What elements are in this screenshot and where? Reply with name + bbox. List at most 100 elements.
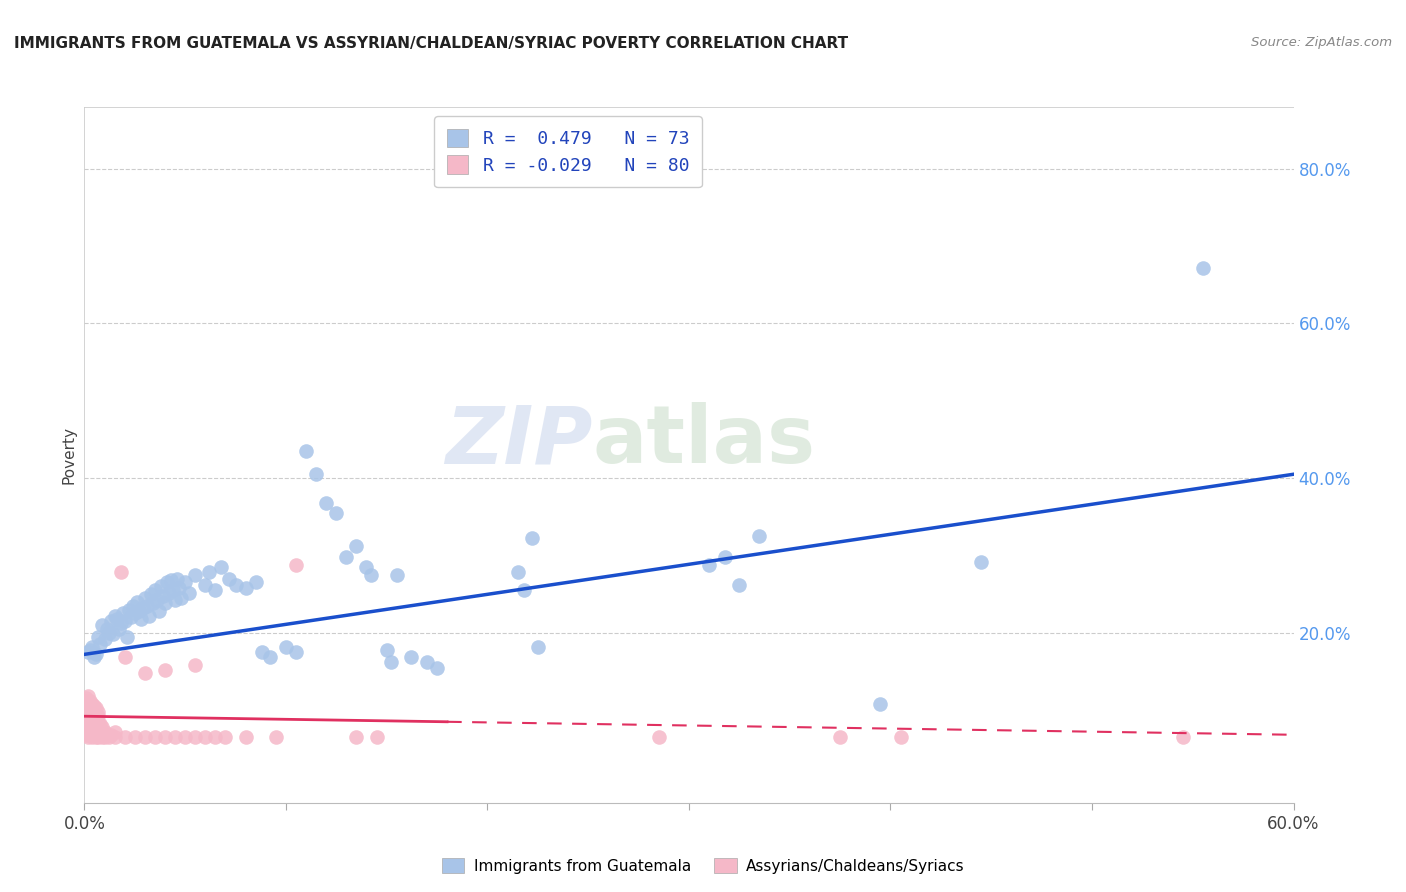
Point — [697, 558, 720, 572]
Point — [91, 618, 114, 632]
Point — [204, 583, 226, 598]
Point — [114, 730, 136, 744]
Point — [82, 640, 104, 654]
Point — [97, 730, 120, 744]
Point — [305, 467, 328, 482]
Point — [86, 701, 108, 715]
Point — [87, 630, 110, 644]
Point — [82, 697, 104, 711]
Point — [86, 648, 108, 662]
Point — [93, 730, 115, 744]
Point — [198, 566, 221, 580]
Point — [89, 637, 111, 651]
Point — [96, 622, 118, 636]
Point — [143, 583, 166, 598]
Point — [360, 567, 382, 582]
Point — [105, 612, 128, 626]
Point — [520, 532, 543, 546]
Point — [399, 650, 422, 665]
Point — [890, 730, 912, 744]
Point — [139, 587, 162, 601]
Point — [77, 689, 100, 703]
Point — [86, 730, 108, 744]
Point — [527, 640, 550, 654]
Point — [83, 728, 105, 742]
Point — [179, 585, 201, 599]
Point — [75, 694, 97, 708]
Point — [77, 701, 100, 715]
Point — [366, 730, 388, 744]
Point — [77, 720, 100, 734]
Point — [77, 712, 100, 726]
Point — [83, 699, 105, 714]
Point — [162, 583, 184, 598]
Point — [235, 730, 257, 744]
Point — [315, 496, 337, 510]
Point — [79, 709, 101, 723]
Point — [75, 723, 97, 737]
Point — [86, 723, 108, 737]
Point — [194, 730, 217, 744]
Point — [380, 655, 402, 669]
Point — [295, 444, 318, 458]
Point — [75, 709, 97, 723]
Point — [235, 581, 257, 595]
Point — [115, 630, 138, 644]
Point — [142, 596, 165, 610]
Point — [152, 589, 174, 603]
Point — [93, 632, 115, 646]
Point — [75, 728, 97, 742]
Point — [114, 614, 136, 628]
Point — [143, 730, 166, 744]
Point — [97, 625, 120, 640]
Point — [79, 705, 101, 719]
Point — [174, 730, 197, 744]
Point — [149, 579, 172, 593]
Point — [124, 607, 146, 621]
Point — [89, 717, 111, 731]
Point — [79, 694, 101, 708]
Point — [204, 730, 226, 744]
Point — [93, 724, 115, 739]
Point — [146, 593, 169, 607]
Point — [100, 728, 122, 742]
Point — [728, 578, 751, 592]
Point — [86, 717, 108, 731]
Point — [153, 663, 176, 677]
Point — [77, 697, 100, 711]
Point — [138, 608, 160, 623]
Point — [75, 705, 97, 719]
Point — [125, 595, 148, 609]
Point — [111, 607, 134, 621]
Point — [82, 712, 104, 726]
Point — [512, 583, 534, 598]
Point — [325, 506, 347, 520]
Point — [259, 650, 281, 665]
Point — [285, 558, 308, 572]
Point — [87, 705, 110, 719]
Point — [89, 728, 111, 742]
Point — [426, 660, 449, 674]
Point — [100, 614, 122, 628]
Point — [89, 723, 111, 737]
Point — [170, 591, 193, 605]
Point — [104, 730, 127, 744]
Point — [79, 723, 101, 737]
Point — [165, 593, 187, 607]
Point — [1192, 260, 1215, 275]
Point — [346, 730, 368, 744]
Point — [87, 724, 110, 739]
Point — [83, 709, 105, 723]
Point — [91, 730, 114, 744]
Point — [101, 627, 124, 641]
Point — [75, 691, 97, 706]
Point — [121, 599, 143, 613]
Point — [77, 724, 100, 739]
Point — [167, 581, 190, 595]
Point — [648, 730, 671, 744]
Point — [375, 642, 398, 657]
Point — [104, 608, 127, 623]
Point — [160, 573, 183, 587]
Point — [214, 730, 236, 744]
Y-axis label: Poverty: Poverty — [60, 425, 76, 484]
